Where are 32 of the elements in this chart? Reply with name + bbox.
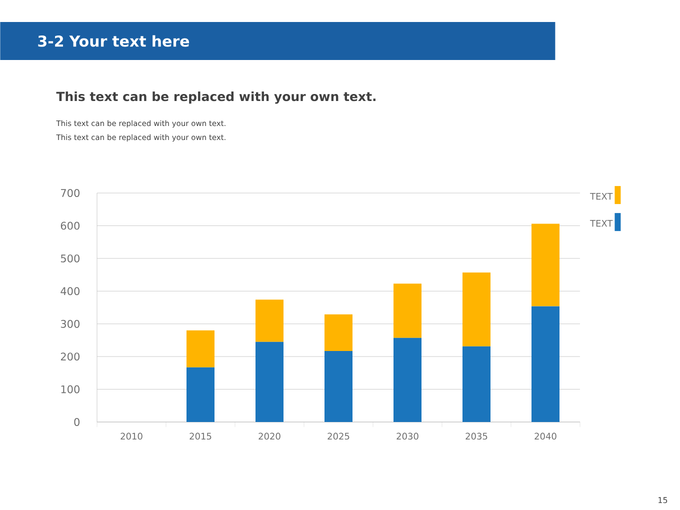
x-tick-label: 2015 [190,432,212,440]
bar [394,338,422,422]
bar [256,342,284,422]
bar [462,272,490,346]
y-tick-label: 400 [60,287,80,296]
y-tick-label: 600 [60,222,80,230]
chart-subtitle: This text can be replaced with your own text. [56,91,376,104]
bar [256,300,284,342]
legend-label: TEXT [590,220,613,227]
x-tick-label: 2010 [120,432,142,440]
text: 15 [658,497,668,504]
y-tick-label: 0 [74,418,80,426]
y-tick-label: 500 [60,254,80,262]
x-tick-label: 2020 [258,432,280,440]
bar [324,351,352,422]
x-tick-label: 2025 [328,432,350,440]
y-tick-label: 100 [61,385,80,394]
legend-label: TEXT [590,193,613,200]
bar [531,306,560,422]
bar [462,346,490,422]
bar [324,314,352,352]
bar [186,367,215,422]
bar [186,330,215,368]
y-tick-label: 200 [60,352,80,361]
x-tick-label: 2035 [466,432,488,440]
chart-title: 3-2 Your text here [38,35,190,47]
bar [394,284,422,338]
bar [531,224,560,306]
x-tick-label: 2030 [396,432,418,440]
y-tick-label: 700 [61,189,80,197]
y-tick-label: 300 [60,320,80,328]
x-tick-label: 2040 [534,432,556,440]
